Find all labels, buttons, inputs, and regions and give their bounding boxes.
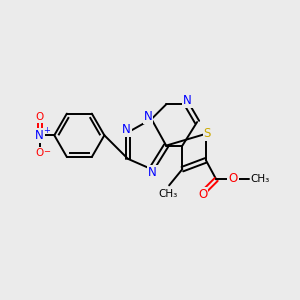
Text: O: O	[198, 188, 207, 201]
Text: N: N	[122, 124, 131, 136]
Text: N: N	[183, 94, 192, 107]
Text: O: O	[35, 148, 44, 158]
Text: CH₃: CH₃	[158, 189, 177, 199]
Text: CH₃: CH₃	[250, 174, 269, 184]
Text: N: N	[35, 129, 44, 142]
Text: N: N	[144, 110, 152, 123]
Text: O: O	[228, 172, 238, 185]
Text: N: N	[148, 166, 157, 179]
Text: O: O	[35, 112, 44, 122]
Text: +: +	[44, 126, 50, 135]
Text: −: −	[44, 148, 50, 157]
Text: S: S	[204, 127, 211, 140]
